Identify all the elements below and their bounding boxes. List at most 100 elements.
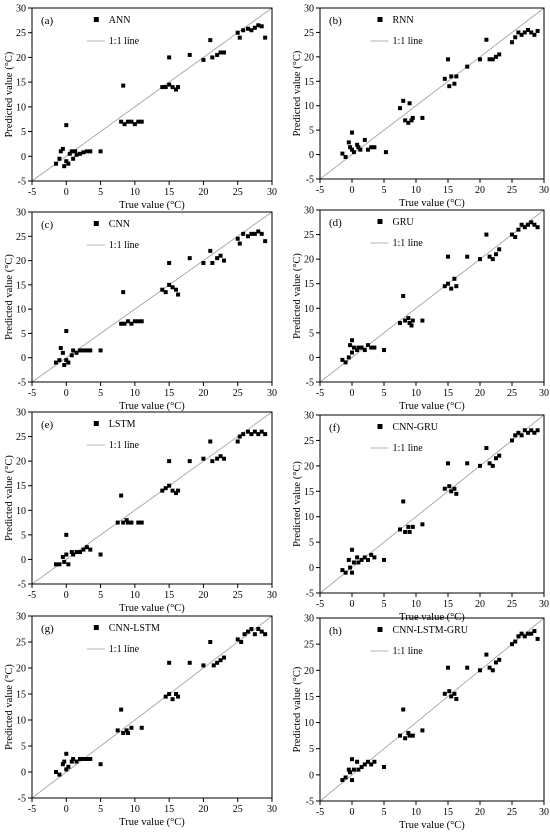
y-tick-label: 5: [21, 127, 26, 138]
y-tick-label: 5: [21, 329, 26, 340]
data-point: [346, 557, 351, 562]
data-point: [382, 765, 386, 770]
data-point: [167, 459, 172, 464]
y-tick-label: 0: [21, 555, 26, 566]
data-point: [167, 82, 172, 87]
data-point: [350, 338, 354, 343]
x-tick-label: 0: [64, 804, 69, 815]
data-point: [522, 30, 527, 35]
data-point: [406, 316, 411, 321]
data-point: [71, 156, 76, 161]
data-point: [343, 155, 348, 160]
y-axis-title: Predicted value (°C): [4, 254, 15, 340]
plot-frame: [31, 615, 273, 799]
series-points: [340, 220, 540, 365]
data-point: [259, 429, 264, 434]
y-tick-label: 10: [304, 101, 314, 112]
data-point: [256, 627, 261, 631]
data-point: [442, 691, 447, 696]
y-axis-title: Predicted value (°C): [4, 664, 15, 750]
data-point: [119, 321, 124, 326]
panel-g: -5 0 5 10 15 20 25 30 -5 0 5 10 15 20 25 30 True value (…: [4, 612, 277, 829]
data-point: [163, 486, 168, 491]
data-point: [403, 736, 408, 741]
data-point: [522, 634, 527, 639]
data-point: [81, 150, 86, 155]
data-point: [490, 257, 495, 262]
data-point: [487, 254, 492, 259]
data-point: [403, 318, 408, 323]
data-point: [406, 731, 411, 736]
data-point: [129, 321, 134, 326]
data-point: [449, 286, 454, 291]
data-point: [366, 557, 370, 562]
data-point: [510, 438, 514, 443]
legend-marker: [93, 625, 99, 630]
series-points: [54, 229, 268, 367]
data-point: [69, 759, 74, 764]
y-tick-label: -5: [306, 175, 314, 186]
data-point: [218, 50, 223, 55]
y-axis-title: Predicted value (°C): [292, 666, 303, 752]
data-point: [167, 261, 172, 265]
data-point: [74, 152, 79, 157]
data-point: [74, 350, 79, 355]
panel-label: (h): [329, 625, 342, 637]
series-points: [340, 428, 540, 575]
plot-frame: [319, 7, 545, 180]
y-tick-label: -5: [306, 797, 314, 808]
legend-marker: [93, 17, 99, 22]
data-point: [187, 256, 192, 261]
data-point: [351, 767, 356, 772]
data-point: [176, 488, 181, 493]
x-tick-label: 20: [475, 807, 485, 818]
x-tick-label: 25: [233, 187, 243, 198]
x-tick-label: -5: [316, 185, 324, 196]
data-point: [350, 570, 354, 575]
plot-frame: [319, 209, 545, 383]
data-point: [256, 23, 261, 28]
data-point: [350, 350, 354, 355]
data-point: [532, 430, 537, 435]
data-point: [259, 24, 264, 29]
data-point: [362, 555, 367, 560]
data-point: [497, 247, 502, 252]
legend-marker: [377, 17, 383, 22]
data-point: [407, 321, 412, 326]
data-point: [88, 547, 93, 552]
data-point: [407, 101, 412, 106]
x-tick-label: 10: [411, 185, 421, 196]
data-point: [369, 345, 374, 350]
data-point: [64, 767, 69, 772]
data-point: [208, 248, 213, 253]
data-point: [74, 759, 79, 764]
x-tick-label: 20: [198, 804, 208, 815]
data-point: [64, 123, 69, 128]
data-point: [484, 446, 489, 451]
data-point: [222, 456, 226, 461]
data-point: [98, 762, 103, 767]
data-point: [252, 231, 257, 236]
data-point: [263, 432, 268, 437]
data-point: [478, 668, 482, 673]
y-tick-label: -5: [18, 580, 26, 591]
x-tick-label: 30: [267, 804, 277, 815]
legend-line-label: 1:1 line: [392, 238, 423, 249]
x-tick-label: 30: [539, 599, 549, 610]
data-point: [383, 150, 388, 155]
data-point: [356, 145, 361, 150]
data-point: [351, 345, 356, 350]
x-tick-label: 5: [98, 590, 103, 601]
data-point: [249, 231, 254, 236]
y-tick-label: 10: [16, 102, 26, 113]
data-point: [446, 461, 450, 466]
y-tick-label: 20: [304, 52, 314, 63]
x-tick-label: 15: [164, 804, 174, 815]
x-tick-label: 15: [443, 599, 453, 610]
data-point: [136, 520, 141, 525]
data-point: [235, 637, 240, 642]
data-point: [340, 568, 345, 573]
data-point: [410, 524, 415, 529]
data-point: [69, 149, 74, 154]
data-point: [122, 122, 127, 127]
